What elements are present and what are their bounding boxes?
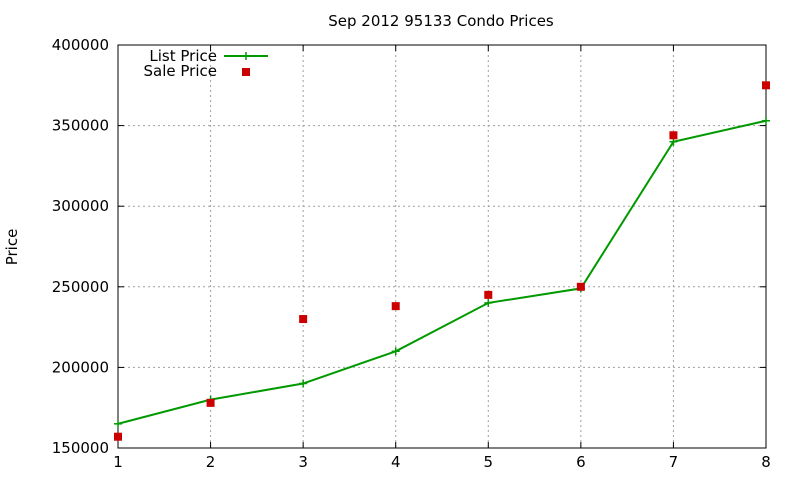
- x-tick-label: 8: [761, 453, 771, 471]
- plot-frame: [117, 44, 767, 449]
- y-tick-label: 250000: [52, 278, 109, 296]
- x-tick-label: 5: [484, 453, 494, 471]
- y-tick-label: 350000: [52, 117, 109, 135]
- data-point-list-price: [762, 116, 770, 125]
- grid: [118, 45, 766, 448]
- x-tick-label: 3: [298, 453, 308, 471]
- plot-border: [117, 44, 767, 449]
- legend-label-list-price: List Price: [149, 47, 217, 65]
- data-point-sale-price: [391, 302, 400, 311]
- legend-marker-sale-price: [242, 68, 250, 76]
- series-layer: [114, 81, 770, 441]
- axis-ticks: 1 2 3 4 5 6 7 8 150000 200000 250000 300000 350000 40…: [52, 36, 771, 471]
- data-point-sale-price: [206, 398, 215, 407]
- data-point-list-price: [391, 347, 400, 356]
- series-line-list-price: [117, 119, 767, 425]
- data-point-list-price: [114, 419, 122, 428]
- data-point-sale-price: [484, 290, 493, 299]
- legend: List Price Sale Price: [144, 47, 268, 80]
- legend-label-sale-price: Sale Price: [144, 62, 217, 80]
- data-point-list-price: [299, 379, 308, 388]
- x-tick-label: 1: [113, 453, 123, 471]
- data-point-sale-price: [576, 282, 585, 291]
- chart-title: Sep 2012 95133 Condo Prices: [328, 12, 554, 30]
- y-tick-label: 150000: [52, 439, 109, 457]
- data-point-sale-price: [114, 432, 122, 441]
- y-tick-label: 200000: [52, 358, 109, 376]
- x-tick-label: 2: [206, 453, 216, 471]
- x-tick-label: 6: [576, 453, 586, 471]
- x-tick-label: 7: [669, 453, 679, 471]
- y-tick-label: 300000: [52, 197, 109, 215]
- data-point-sale-price: [669, 131, 678, 140]
- data-point-sale-price: [299, 315, 308, 324]
- y-tick-label: 400000: [52, 36, 109, 54]
- y-axis-label: Price: [3, 229, 21, 266]
- x-tick-label: 4: [391, 453, 401, 471]
- data-point-list-price: [484, 298, 493, 307]
- data-point-sale-price: [762, 81, 770, 90]
- legend-marker-list-price: [242, 52, 250, 60]
